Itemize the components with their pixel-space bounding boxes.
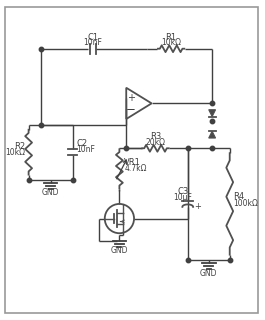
Text: R4: R4: [234, 192, 245, 201]
Text: 100kΩ: 100kΩ: [234, 199, 258, 208]
Text: 10kΩ: 10kΩ: [6, 148, 26, 157]
Text: C3: C3: [177, 187, 188, 196]
Text: 20kΩ: 20kΩ: [145, 138, 166, 147]
Text: 4.7kΩ: 4.7kΩ: [124, 164, 147, 173]
Text: R2: R2: [15, 142, 26, 151]
Text: 10kΩ: 10kΩ: [161, 38, 181, 47]
Text: GND: GND: [111, 246, 128, 255]
Text: 10nF: 10nF: [76, 145, 95, 154]
Text: C1: C1: [87, 33, 99, 42]
Text: −: −: [126, 102, 136, 116]
Text: C2: C2: [76, 139, 87, 148]
Polygon shape: [209, 131, 215, 138]
Text: GND: GND: [42, 188, 59, 197]
Text: +: +: [127, 93, 135, 103]
Text: +: +: [195, 202, 201, 211]
Polygon shape: [209, 110, 215, 116]
Text: R1: R1: [166, 33, 177, 42]
Text: 10μF: 10μF: [173, 193, 192, 202]
Text: VR1: VR1: [124, 158, 141, 167]
Text: R3: R3: [150, 132, 161, 141]
Text: GND: GND: [200, 269, 218, 278]
Text: 10nF: 10nF: [83, 38, 103, 47]
